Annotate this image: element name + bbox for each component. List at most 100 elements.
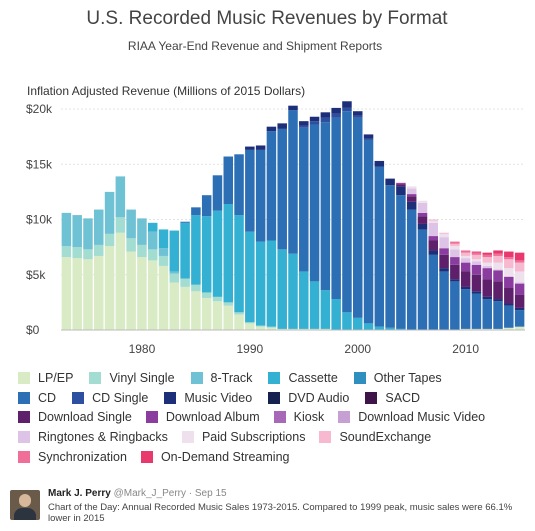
legend-label: Vinyl Single	[109, 370, 175, 385]
tweet-text: Chart of the Day: Annual Recorded Music …	[48, 502, 513, 524]
bar-segment	[460, 255, 471, 259]
legend-item: LP/EP	[18, 371, 73, 385]
legend-item: CD Single	[72, 391, 148, 405]
bar-segment	[504, 251, 514, 258]
tweet-author-name[interactable]: Mark J. Perry	[48, 488, 111, 499]
bar-segment	[374, 160, 385, 167]
bar-segment	[439, 232, 449, 234]
bar-segment	[493, 270, 503, 282]
bar-segment	[417, 216, 428, 224]
bar-segment	[115, 232, 126, 330]
bar-segment	[439, 271, 449, 330]
bar-segment	[504, 288, 514, 304]
tweet-date[interactable]: · Sep 15	[188, 488, 227, 499]
bar-segment	[406, 201, 417, 210]
bar-segment	[104, 233, 115, 247]
bar-segment	[255, 149, 266, 242]
bar-segment	[471, 259, 482, 262]
bar-segment	[514, 310, 525, 327]
bar-segment	[72, 247, 82, 259]
legend-swatch	[365, 391, 378, 404]
legend-item: Kiosk	[273, 410, 324, 424]
legend-item: DVD Audio	[268, 391, 349, 405]
bar-segment	[406, 209, 417, 330]
legend-label: Synchronization	[38, 450, 127, 465]
bar-segment	[288, 110, 298, 254]
bar-segment	[320, 328, 331, 330]
x-tick-label: 1980	[129, 342, 156, 356]
bar-segment	[504, 327, 514, 330]
bar-segment	[309, 121, 320, 125]
legend-row: CD CD Single Music Video DVD Audio SACD	[18, 388, 533, 408]
bar-segment	[266, 240, 277, 327]
tweet-handle[interactable]: @Mark_J_Perry	[113, 488, 186, 499]
legend-label: Music Video	[184, 390, 253, 405]
bar-segment	[504, 276, 514, 289]
bar-segment	[234, 312, 244, 315]
bar-segment	[277, 128, 287, 250]
legend-label: SoundExchange	[339, 430, 432, 445]
bar-segment	[482, 299, 492, 329]
legend-label: CD Single	[92, 390, 149, 405]
legend-item: Paid Subscriptions	[181, 430, 305, 444]
bar-segment	[104, 191, 115, 234]
legend-swatch	[140, 451, 153, 464]
bar-segment	[460, 328, 471, 330]
legend-swatch	[181, 431, 194, 444]
bar-segment	[223, 302, 234, 306]
avatar[interactable]	[10, 490, 40, 520]
bar-segment	[212, 175, 223, 211]
stacked-bar-chart: U.S. Recorded Music Revenues by Format R…	[26, 8, 525, 356]
tweet-card: Mark J. Perry @Mark_J_Perry · Sep 15 Cha…	[10, 488, 530, 528]
bar-segment	[504, 257, 514, 260]
bar-segment	[223, 156, 234, 205]
bar-segment	[288, 105, 298, 111]
bar-segment	[417, 212, 428, 217]
bar-segment	[201, 195, 212, 217]
bar-segment	[212, 210, 223, 297]
bar-segment	[493, 328, 503, 330]
bar-segment	[223, 305, 234, 330]
bar-segment	[147, 249, 158, 261]
legend-label: Download Music Video	[358, 410, 486, 425]
bar-segment	[266, 327, 277, 330]
bar-segment	[147, 231, 158, 250]
bar-segment	[374, 326, 385, 330]
bar-segment	[482, 252, 492, 255]
bar-segment	[299, 328, 309, 330]
bar-segment	[342, 312, 352, 330]
bar-segment	[471, 261, 482, 265]
bar-segment	[277, 249, 287, 329]
bar-segment	[428, 254, 439, 330]
bar-segment	[417, 229, 428, 330]
bar-segment	[223, 204, 234, 303]
bar-segment	[158, 265, 169, 330]
bar-segment	[439, 248, 449, 255]
bar-segment	[115, 176, 126, 218]
axes: $0 $5k $10k $15k $20k 1980 1990 2000 2010	[26, 102, 525, 356]
legend-item: Download Single	[18, 410, 132, 424]
tweet-header: Mark J. Perry @Mark_J_Perry · Sep 15	[48, 488, 227, 499]
bar-segment	[406, 194, 417, 197]
legend-row: Ringtones & Ringbacks Paid Subscriptions S…	[18, 427, 533, 447]
bar-segment	[428, 236, 439, 241]
bar-segment	[277, 328, 287, 330]
bar-segment	[471, 293, 482, 329]
legend-item: Music Video	[164, 391, 252, 405]
bar-segment	[514, 294, 525, 308]
bar-segment	[169, 282, 180, 330]
y-axis-label: Inflation Adjusted Revenue (Millions of …	[27, 84, 305, 98]
bar-segment	[191, 284, 201, 292]
bar-segment	[493, 301, 503, 329]
bar-segment	[396, 186, 406, 196]
y-tick-label: $5k	[26, 268, 46, 282]
legend-item: SACD	[365, 391, 420, 405]
legend-item: 8-Track	[190, 371, 252, 385]
bar-segment	[299, 121, 309, 126]
bar-segment	[169, 271, 180, 274]
bar-segment	[115, 217, 126, 233]
bar-segment	[428, 250, 439, 255]
bar-segment	[514, 271, 525, 283]
bar-segment	[385, 185, 395, 328]
bar-segment	[482, 296, 492, 300]
